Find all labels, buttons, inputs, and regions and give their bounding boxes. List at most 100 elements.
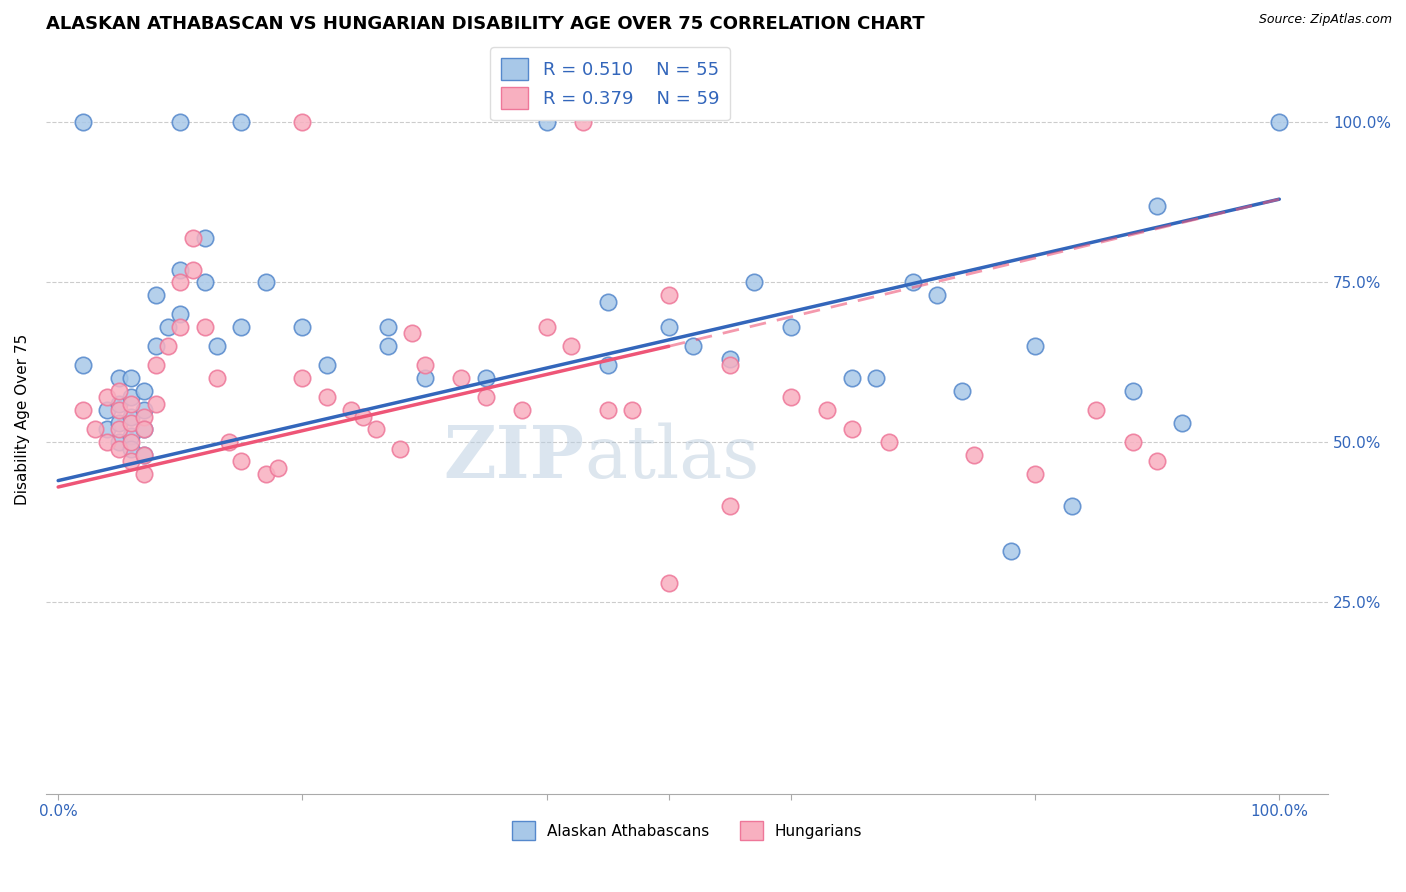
Point <box>536 115 558 129</box>
Text: ZIP: ZIP <box>444 422 585 492</box>
Point <box>389 442 412 456</box>
Point <box>108 422 131 436</box>
Point <box>901 276 924 290</box>
Point <box>291 115 314 129</box>
Point <box>413 359 436 373</box>
Point <box>96 391 118 405</box>
Point <box>181 262 204 277</box>
Point <box>132 467 155 482</box>
Point <box>132 384 155 398</box>
Point <box>120 442 142 456</box>
Point <box>145 397 167 411</box>
Point <box>474 371 496 385</box>
Point <box>120 429 142 443</box>
Point <box>1122 435 1144 450</box>
Point <box>536 320 558 334</box>
Point <box>963 448 986 462</box>
Legend: Alaskan Athabascans, Hungarians: Alaskan Athabascans, Hungarians <box>506 815 869 847</box>
Point <box>108 416 131 430</box>
Point <box>841 422 863 436</box>
Point <box>132 422 155 436</box>
Point <box>96 435 118 450</box>
Point <box>877 435 900 450</box>
Point <box>1060 499 1083 513</box>
Point <box>231 320 253 334</box>
Point <box>96 422 118 436</box>
Point <box>205 371 228 385</box>
Point <box>231 115 253 129</box>
Text: atlas: atlas <box>585 422 759 492</box>
Point <box>145 339 167 353</box>
Point <box>779 391 801 405</box>
Point <box>108 397 131 411</box>
Point <box>108 371 131 385</box>
Point <box>621 403 644 417</box>
Point <box>194 320 217 334</box>
Point <box>194 230 217 244</box>
Point <box>145 288 167 302</box>
Point <box>120 371 142 385</box>
Point <box>718 499 741 513</box>
Point <box>120 435 142 450</box>
Point <box>218 435 240 450</box>
Point <box>596 359 619 373</box>
Point <box>401 326 423 341</box>
Point <box>510 403 533 417</box>
Point <box>950 384 973 398</box>
Point <box>718 352 741 367</box>
Point <box>413 371 436 385</box>
Point <box>817 403 839 417</box>
Point <box>377 339 399 353</box>
Point <box>596 403 619 417</box>
Point <box>108 442 131 456</box>
Point <box>865 371 887 385</box>
Point <box>315 391 337 405</box>
Point <box>450 371 472 385</box>
Point <box>72 403 94 417</box>
Point <box>169 262 191 277</box>
Point <box>132 422 155 436</box>
Point <box>682 339 704 353</box>
Point <box>108 384 131 398</box>
Text: Source: ZipAtlas.com: Source: ZipAtlas.com <box>1258 13 1392 27</box>
Point <box>1268 115 1291 129</box>
Point <box>157 320 180 334</box>
Point <box>1000 544 1022 558</box>
Text: ALASKAN ATHABASCAN VS HUNGARIAN DISABILITY AGE OVER 75 CORRELATION CHART: ALASKAN ATHABASCAN VS HUNGARIAN DISABILI… <box>46 15 925 33</box>
Point <box>779 320 801 334</box>
Point <box>120 454 142 468</box>
Point <box>254 276 277 290</box>
Point <box>132 403 155 417</box>
Point <box>194 276 217 290</box>
Point <box>340 403 363 417</box>
Point <box>120 397 142 411</box>
Point <box>108 435 131 450</box>
Point <box>181 230 204 244</box>
Point <box>267 460 290 475</box>
Point <box>1146 198 1168 212</box>
Point <box>157 339 180 353</box>
Point <box>364 422 387 436</box>
Point <box>132 448 155 462</box>
Point <box>927 288 949 302</box>
Point <box>72 115 94 129</box>
Point <box>353 409 375 424</box>
Point <box>72 359 94 373</box>
Point <box>169 307 191 321</box>
Y-axis label: Disability Age Over 75: Disability Age Over 75 <box>15 334 30 506</box>
Point <box>658 288 681 302</box>
Point <box>96 403 118 417</box>
Point <box>315 359 337 373</box>
Point <box>841 371 863 385</box>
Point <box>1122 384 1144 398</box>
Point <box>1085 403 1108 417</box>
Point <box>169 320 191 334</box>
Point <box>560 339 582 353</box>
Point <box>1170 416 1192 430</box>
Point <box>120 409 142 424</box>
Point <box>83 422 105 436</box>
Point <box>1146 454 1168 468</box>
Point <box>1024 339 1046 353</box>
Point <box>169 276 191 290</box>
Point <box>169 115 191 129</box>
